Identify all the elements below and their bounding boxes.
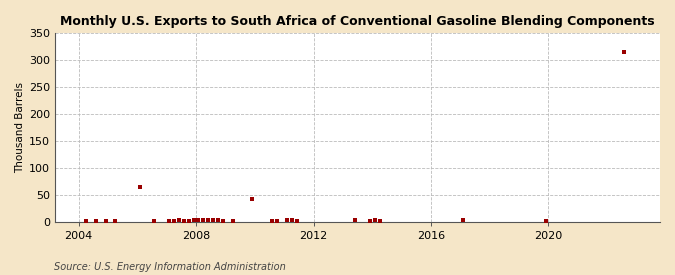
Point xyxy=(213,218,223,222)
Point xyxy=(541,218,551,223)
Point xyxy=(188,218,199,222)
Point xyxy=(369,218,380,222)
Point xyxy=(80,219,91,223)
Point xyxy=(198,218,209,222)
Point xyxy=(134,185,145,189)
Point xyxy=(184,218,194,223)
Y-axis label: Thousand Barrels: Thousand Barrels xyxy=(15,82,25,173)
Title: Monthly U.S. Exports to South Africa of Conventional Gasoline Blending Component: Monthly U.S. Exports to South Africa of … xyxy=(60,15,655,28)
Point xyxy=(374,218,385,223)
Point xyxy=(178,218,189,223)
Point xyxy=(173,218,184,222)
Point xyxy=(101,219,111,223)
Point xyxy=(350,218,360,222)
Point xyxy=(247,197,258,201)
Point xyxy=(169,218,180,223)
Point xyxy=(227,218,238,223)
Point xyxy=(193,217,204,222)
Point xyxy=(203,217,214,222)
Point xyxy=(110,219,121,223)
Point xyxy=(291,218,302,223)
Text: Source: U.S. Energy Information Administration: Source: U.S. Energy Information Administ… xyxy=(54,262,286,272)
Point xyxy=(163,219,174,223)
Point xyxy=(286,218,297,222)
Point xyxy=(90,218,101,223)
Point xyxy=(364,218,375,223)
Point xyxy=(619,50,630,54)
Point xyxy=(208,218,219,222)
Point xyxy=(218,218,229,223)
Point xyxy=(457,218,468,222)
Point xyxy=(281,218,292,222)
Point xyxy=(149,219,160,223)
Point xyxy=(271,218,282,223)
Point xyxy=(267,218,277,223)
